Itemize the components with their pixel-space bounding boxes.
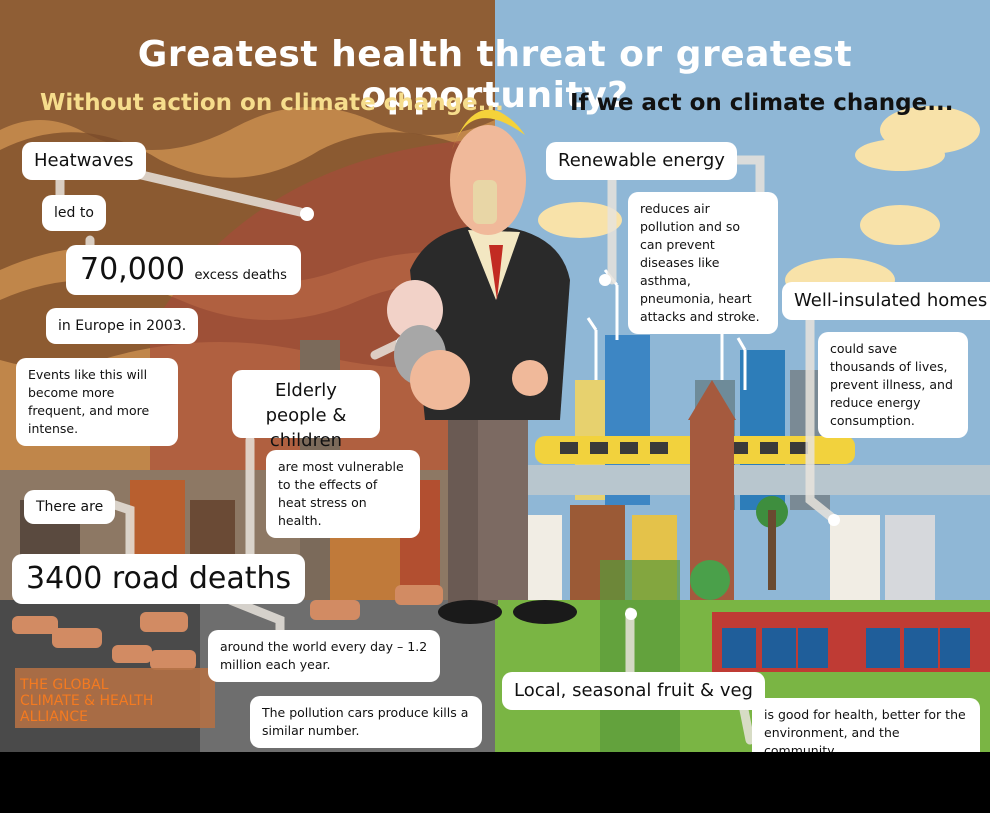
europe-2003-text: in Europe in 2003. <box>46 308 199 344</box>
insulated-homes-text: could save thousands of lives, prevent i… <box>818 332 968 438</box>
fruit-veg-label: Local, seasonal fruit & veg <box>502 672 765 710</box>
bottom-bar <box>0 752 990 813</box>
logo-line-1: THE GLOBAL <box>20 677 109 693</box>
logo-line-3: ALLIANCE <box>20 709 88 725</box>
gcha-logo: THE GLOBAL CLIMATE & HEALTH ALLIANCE <box>20 677 153 725</box>
vulnerable-text: are most vulnerable to the effects of he… <box>266 450 420 538</box>
heatwaves-label: Heatwaves <box>22 142 146 180</box>
pollution-text: The pollution cars produce kills a simil… <box>250 696 482 748</box>
around-world-text: around the world every day – 1.2 million… <box>208 630 440 682</box>
excess-deaths-stat: 70,000 excess deaths <box>66 245 301 295</box>
led-to-text: led to <box>42 195 106 231</box>
subtitle-without-action: Without action on climate change... <box>40 90 504 116</box>
there-are-text: There are <box>24 490 116 524</box>
subtitle-if-we-act: If we act on climate change... <box>570 90 954 116</box>
infographic: Greatest health threat or greatest oppor… <box>0 0 990 752</box>
road-deaths-stat: 3400 road deaths <box>12 554 306 604</box>
logo-line-2: CLIMATE & HEALTH <box>20 693 154 709</box>
elderly-children-label: Elderly people & children <box>232 370 380 451</box>
fruit-veg-text: is good for health, better for the envir… <box>752 698 980 752</box>
events-text: Events like this will become more freque… <box>16 358 178 446</box>
renewable-energy-label: Renewable energy <box>546 142 737 180</box>
page-title: Greatest health threat or greatest oppor… <box>137 34 853 116</box>
excess-deaths-number: 70,000 <box>80 252 185 287</box>
excess-deaths-suffix: excess deaths <box>194 268 287 283</box>
insulated-homes-label: Well-insulated homes <box>782 282 990 320</box>
renewable-energy-text: reduces air pollution and so can prevent… <box>628 192 778 334</box>
